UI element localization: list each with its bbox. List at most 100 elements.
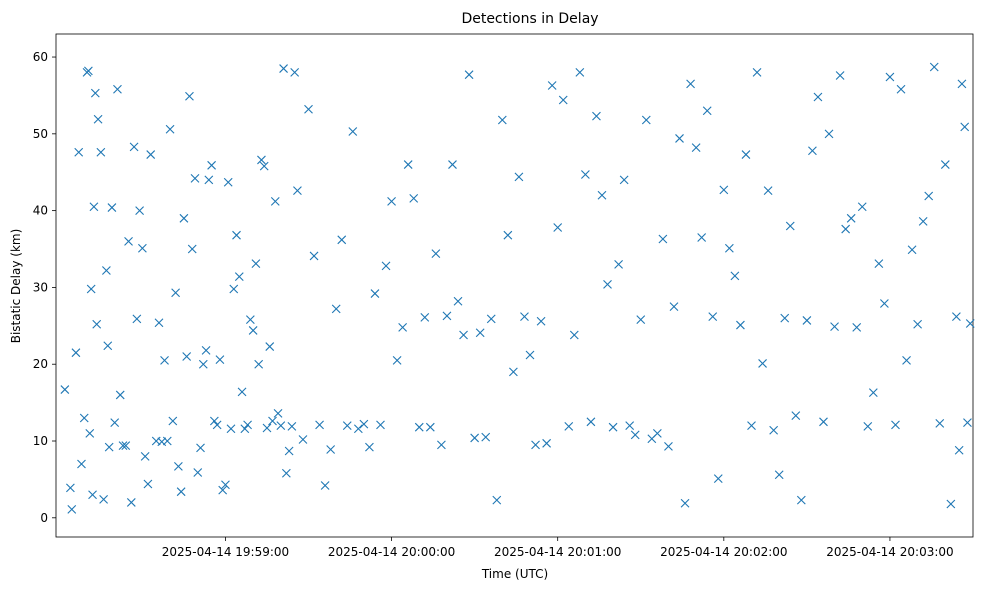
data-point [425, 422, 435, 432]
data-point [293, 186, 302, 196]
data-point [165, 124, 175, 134]
x-tick-label: 2025-04-14 19:59:00 [162, 545, 289, 559]
data-point [232, 230, 241, 240]
data-point [376, 420, 385, 430]
data-point [342, 421, 352, 431]
data-point [168, 416, 178, 426]
data-point [769, 425, 779, 435]
data-point [276, 421, 286, 431]
data-point [592, 111, 601, 121]
data-point [625, 421, 635, 431]
data-point [96, 147, 106, 157]
data-point [223, 177, 233, 187]
data-point [497, 115, 507, 125]
data-point [569, 330, 579, 340]
data-point [254, 359, 264, 369]
data-point [730, 271, 740, 281]
data-point [126, 498, 136, 507]
data-point [193, 468, 203, 477]
data-point [84, 66, 93, 76]
data-point [88, 490, 97, 500]
data-point [785, 221, 795, 231]
data-point [79, 413, 89, 423]
data-point [281, 468, 291, 478]
data-point [614, 259, 623, 269]
data-point [71, 348, 81, 358]
data-point [913, 319, 923, 329]
data-point [531, 440, 540, 450]
data-point [658, 234, 668, 244]
data-point [99, 494, 109, 504]
plot-area-frame [55, 33, 974, 538]
data-point [924, 191, 934, 201]
x-tick-label: 2025-04-14 20:02:00 [660, 545, 787, 559]
data-point [741, 150, 751, 159]
data-point [229, 284, 239, 294]
data-point [575, 68, 585, 77]
data-point [841, 224, 851, 234]
data-point [520, 312, 529, 321]
data-point [268, 416, 277, 426]
data-point [852, 322, 862, 332]
data-point [207, 160, 216, 170]
data-point [774, 470, 784, 480]
y-axis: 0 10 20 30 40 50 60 [33, 50, 56, 525]
data-point [315, 420, 324, 430]
data-point [619, 175, 629, 185]
data-point [830, 322, 839, 331]
data-point [162, 436, 172, 446]
data-point [580, 170, 590, 179]
data-point [201, 346, 211, 355]
data-point [185, 91, 194, 101]
data-point [146, 150, 156, 159]
data-point [960, 122, 970, 132]
data-point [176, 487, 186, 497]
data-point [212, 420, 222, 430]
x-axis-label: Time (UTC) [481, 567, 548, 581]
data-point [736, 320, 745, 330]
data-point [431, 249, 441, 259]
data-point [586, 417, 596, 427]
data-point [791, 411, 801, 421]
data-point [691, 143, 701, 153]
data-point [630, 430, 640, 440]
data-point [414, 422, 424, 432]
data-point [802, 316, 812, 325]
x-axis: 2025-04-14 19:59:00 2025-04-14 20:00:00 20… [162, 537, 954, 559]
data-point [863, 422, 873, 431]
data-point [320, 481, 330, 490]
data-point [918, 216, 928, 226]
data-point [154, 318, 164, 328]
data-point [215, 355, 225, 364]
y-tick-label: 60 [33, 50, 48, 64]
data-point [808, 146, 817, 156]
data-point [304, 104, 313, 114]
data-point [143, 479, 153, 489]
data-point [420, 312, 430, 322]
data-point [265, 342, 275, 351]
data-point [251, 259, 261, 269]
data-point [492, 495, 502, 505]
data-point [262, 423, 272, 433]
data-point [957, 79, 967, 89]
data-point [89, 202, 99, 212]
data-point [257, 155, 266, 165]
data-point [702, 106, 712, 116]
data-point [86, 284, 96, 294]
data-point [686, 79, 695, 89]
y-tick-label: 20 [33, 357, 48, 371]
data-point [104, 442, 114, 452]
data-point [221, 480, 230, 490]
data-point [608, 422, 618, 432]
data-point [209, 416, 219, 426]
data-point [954, 445, 964, 455]
data-point [107, 203, 117, 212]
data-point [819, 417, 828, 427]
data-point [381, 261, 391, 271]
data-point [326, 445, 336, 454]
data-point [182, 352, 192, 361]
data-point [763, 186, 773, 196]
data-point [940, 160, 950, 169]
data-point [287, 422, 297, 431]
data-point [409, 193, 419, 203]
